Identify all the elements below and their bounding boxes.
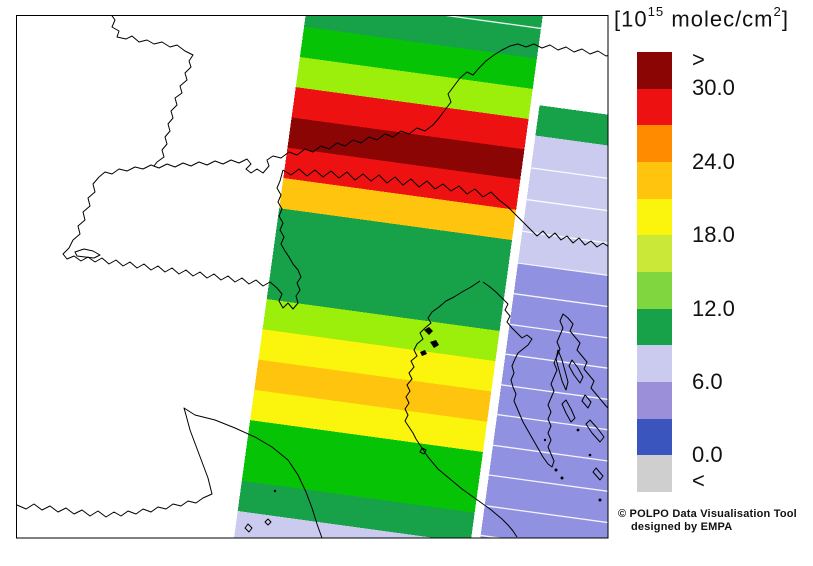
legend-band xyxy=(637,418,672,456)
map-frame xyxy=(16,15,609,539)
legend-units-open: [10 xyxy=(614,6,648,32)
island-outline xyxy=(555,349,569,391)
swath-stripe xyxy=(295,57,533,120)
scanline-separator xyxy=(526,198,608,226)
scanline-separator xyxy=(492,444,608,472)
legend-band xyxy=(637,235,672,273)
islet-dot xyxy=(273,489,277,493)
legend-units-text: molec/cm xyxy=(664,6,774,32)
swath-stripe xyxy=(279,177,517,241)
legend-band xyxy=(637,345,672,383)
country-border xyxy=(282,168,608,248)
island-outline xyxy=(74,248,101,259)
scanline-separator xyxy=(308,15,542,30)
country-border xyxy=(404,280,518,538)
legend-units-close: ] xyxy=(781,6,789,32)
legend-units-title: [1015 molec/cm2] xyxy=(614,4,789,32)
island-outline xyxy=(264,518,272,526)
country-border xyxy=(111,15,194,167)
country-border xyxy=(98,43,608,178)
islet-dot xyxy=(588,453,592,457)
swath-stripe xyxy=(287,117,525,180)
islet-dot xyxy=(576,428,580,432)
legend-tick-label: > xyxy=(692,47,705,72)
legend-band xyxy=(637,455,672,493)
legend-tick-label: 18.0 xyxy=(692,222,735,247)
attribution-line2: designed by EMPA xyxy=(631,521,733,533)
legend-tick-label: 6.0 xyxy=(692,369,723,394)
legend-band xyxy=(637,308,672,346)
east-swath xyxy=(469,105,608,538)
legend-tick-label: 24.0 xyxy=(692,149,735,174)
legend-band xyxy=(637,88,672,126)
swath-stripe xyxy=(299,26,537,89)
legend-band xyxy=(637,162,672,199)
country-border xyxy=(62,169,302,310)
island-outline xyxy=(561,399,576,423)
scanline-separator xyxy=(501,384,608,411)
swath-stripe xyxy=(291,87,529,150)
swath-stripe xyxy=(254,359,492,422)
swath-stripe xyxy=(228,510,471,538)
lagoon-island xyxy=(424,327,433,335)
swath-stripe xyxy=(283,147,521,210)
swath-stripe xyxy=(518,135,608,288)
scanline-separator xyxy=(480,534,608,538)
swath-stripe xyxy=(262,299,500,362)
island-outline xyxy=(244,523,253,533)
map-content xyxy=(16,15,608,538)
country-border xyxy=(16,407,323,538)
island-outline xyxy=(568,359,584,384)
scanline-separator xyxy=(488,474,608,501)
scanline-separator xyxy=(517,262,608,289)
attribution: © POLPO Data Visualisation Tool designed… xyxy=(618,508,797,534)
island-outline xyxy=(592,467,604,481)
islet-dot xyxy=(554,468,558,472)
lagoon-island xyxy=(430,340,439,348)
attribution-line1: © POLPO Data Visualisation Tool xyxy=(618,508,797,520)
legend-tick-label: < xyxy=(692,468,705,493)
legend-band xyxy=(637,272,672,309)
legend-tick-label: 30.0 xyxy=(692,75,735,100)
lagoon-island xyxy=(420,350,427,356)
country-border xyxy=(482,281,608,468)
west-swath xyxy=(228,15,548,538)
swath-stripe xyxy=(250,389,488,453)
swath-stripe xyxy=(304,15,548,59)
island-outline xyxy=(419,447,427,455)
legend-band xyxy=(637,52,672,89)
islet-dot xyxy=(560,476,564,480)
legend-band xyxy=(637,382,672,419)
scanline-separator xyxy=(505,353,608,380)
scanline-separator xyxy=(484,505,608,532)
legend-units-exponent2: 2 xyxy=(773,4,782,19)
island-outline xyxy=(585,419,605,443)
legend-tick-label: 12.0 xyxy=(692,296,735,321)
islet-dot xyxy=(543,438,547,442)
swath-stripe xyxy=(241,420,483,513)
islet-dot xyxy=(598,498,602,502)
legend-colorbar xyxy=(637,52,672,493)
scanline-separator xyxy=(530,167,608,194)
legend-tick-label: 0.0 xyxy=(692,442,723,467)
scanline-separator xyxy=(509,323,608,351)
swath-stripe xyxy=(258,329,496,392)
legend-units-exponent: 15 xyxy=(647,4,665,19)
legend-band xyxy=(637,125,672,163)
scanline-separator xyxy=(497,413,608,441)
island-outline xyxy=(581,394,592,409)
swath-stripe xyxy=(266,208,513,331)
legend-band xyxy=(637,198,672,236)
swath-stripe xyxy=(237,480,475,538)
scanline-separator xyxy=(513,293,608,320)
swath-stripe xyxy=(535,105,608,161)
